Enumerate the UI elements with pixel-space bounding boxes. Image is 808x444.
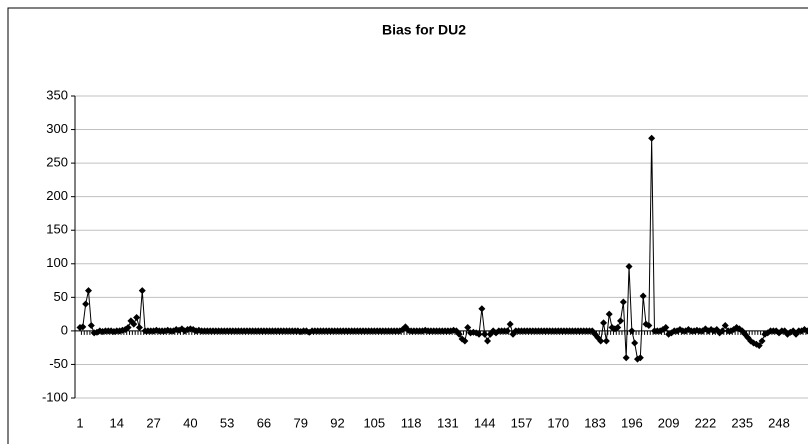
x-tick-label: 40 bbox=[183, 415, 197, 430]
y-tick-label: 0 bbox=[61, 322, 68, 337]
data-point bbox=[619, 298, 627, 306]
x-tick-label: 92 bbox=[330, 415, 344, 430]
data-point bbox=[639, 292, 647, 300]
data-point bbox=[600, 319, 608, 327]
data-point bbox=[758, 337, 766, 345]
data-point bbox=[628, 327, 636, 335]
y-tick-label: 350 bbox=[46, 87, 68, 102]
data-point bbox=[636, 354, 644, 362]
x-tick-label: 1 bbox=[76, 415, 83, 430]
data-point bbox=[481, 330, 489, 338]
x-tick-label: 118 bbox=[401, 415, 422, 430]
y-tick-label: -100 bbox=[42, 389, 68, 404]
chart-title: Bias for DU2 bbox=[382, 22, 466, 38]
x-tick-label: 14 bbox=[110, 415, 124, 430]
x-tick-label: 157 bbox=[511, 415, 533, 430]
data-point bbox=[461, 337, 469, 345]
data-point bbox=[133, 313, 141, 321]
data-point bbox=[605, 310, 613, 318]
data-point bbox=[464, 324, 472, 332]
data-point bbox=[484, 337, 492, 345]
data-point bbox=[645, 322, 653, 330]
x-tick-label: 170 bbox=[547, 415, 569, 430]
y-tick-label: -50 bbox=[49, 356, 68, 371]
x-tick-label: 79 bbox=[294, 415, 308, 430]
x-tick-label: 183 bbox=[584, 415, 606, 430]
x-tick-label: 66 bbox=[257, 415, 271, 430]
data-point bbox=[622, 354, 630, 362]
y-tick-label: 50 bbox=[54, 289, 68, 304]
data-point bbox=[506, 320, 514, 328]
data-point bbox=[625, 262, 633, 270]
data-point bbox=[138, 287, 146, 295]
data-point bbox=[648, 134, 656, 142]
data-point bbox=[455, 330, 463, 338]
y-tick-label: 200 bbox=[46, 188, 68, 203]
y-tick-label: 250 bbox=[46, 155, 68, 170]
x-tick-label: 105 bbox=[363, 415, 385, 430]
data-point bbox=[130, 320, 138, 328]
plot-area bbox=[74, 95, 808, 399]
data-point bbox=[503, 327, 511, 335]
data-point bbox=[614, 324, 622, 332]
x-tick-label: 144 bbox=[474, 415, 496, 430]
x-tick-label: 235 bbox=[731, 415, 753, 430]
x-tick-label: 131 bbox=[437, 415, 459, 430]
x-tick-label: 248 bbox=[768, 415, 790, 430]
x-tick-label: 209 bbox=[658, 415, 680, 430]
y-tick-label: 150 bbox=[46, 222, 68, 237]
data-point bbox=[631, 339, 639, 347]
y-tick-label: 100 bbox=[46, 255, 68, 270]
data-point bbox=[87, 322, 95, 330]
data-point bbox=[755, 342, 763, 350]
plot bbox=[71, 95, 808, 399]
data-point bbox=[79, 323, 87, 331]
data-point bbox=[721, 322, 729, 330]
data-point bbox=[617, 317, 625, 325]
data-point bbox=[478, 305, 486, 313]
data-point bbox=[82, 300, 90, 308]
data-point bbox=[602, 337, 610, 345]
x-tick-label: 53 bbox=[220, 415, 234, 430]
x-tick-label: 27 bbox=[146, 415, 160, 430]
x-tick-label: 196 bbox=[621, 415, 643, 430]
data-point bbox=[662, 324, 670, 332]
data-point bbox=[124, 324, 132, 332]
data-point bbox=[135, 324, 143, 332]
data-point bbox=[475, 330, 483, 338]
x-tick-label: 222 bbox=[695, 415, 717, 430]
data-point bbox=[718, 327, 726, 335]
y-tick-label: 300 bbox=[46, 121, 68, 136]
data-point bbox=[597, 337, 605, 345]
data-point bbox=[84, 287, 92, 295]
